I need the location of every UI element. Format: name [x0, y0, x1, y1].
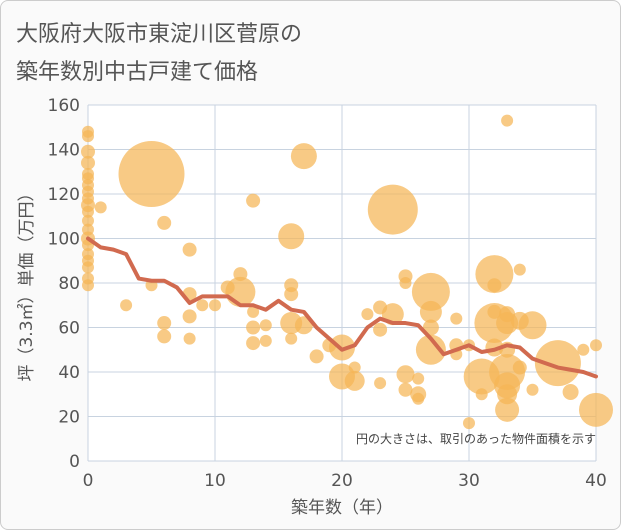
data-bubble [82, 261, 94, 274]
average-line-series [86, 236, 598, 379]
data-bubble [294, 316, 313, 335]
data-bubble [94, 201, 107, 214]
data-bubble [209, 299, 221, 312]
data-bubble [81, 144, 95, 159]
data-bubble [246, 193, 261, 208]
data-bubble [182, 242, 197, 257]
data-bubble [534, 340, 581, 387]
x-tick-label: 40 [585, 471, 607, 491]
data-bubble [495, 397, 520, 422]
y-tick-label: 20 [58, 408, 80, 428]
chart-title-line-2: 築年数別中古戸建て価格 [16, 60, 259, 85]
data-bubble [246, 320, 261, 335]
data-bubble [82, 214, 94, 227]
y-tick-label: 40 [58, 363, 80, 383]
data-bubble [157, 215, 172, 230]
data-bubble [225, 276, 256, 307]
data-bubble [475, 388, 488, 401]
data-bubble [120, 299, 133, 312]
data-bubble [290, 143, 317, 170]
data-bubble [411, 272, 450, 311]
data-bubble [562, 384, 579, 401]
data-bubble [82, 205, 94, 218]
data-bubble [344, 370, 365, 391]
data-bubble [157, 316, 172, 331]
data-bubble [501, 114, 514, 127]
data-bubble [512, 360, 527, 375]
data-bubble [183, 332, 196, 345]
data-bubble [415, 334, 446, 365]
data-bubble [259, 334, 272, 347]
y-axis-label: 坪（3.3㎡）単価（万円） [17, 184, 37, 381]
data-bubble [590, 339, 602, 352]
data-bubble [373, 322, 388, 337]
data-bubble [284, 287, 299, 302]
data-bubble [396, 365, 415, 384]
y-tick-label: 80 [58, 274, 80, 294]
y-tick-label: 60 [58, 319, 80, 339]
data-bubble [579, 392, 613, 427]
data-bubble [422, 319, 439, 336]
data-bubble [450, 312, 463, 325]
data-bubble [361, 308, 374, 321]
data-bubble [513, 263, 526, 276]
data-bubble [259, 319, 272, 332]
data-bubble [463, 417, 475, 430]
x-tick-label: 20 [331, 471, 353, 491]
data-bubble [82, 130, 94, 143]
tick-labels: 0 10 20 30 40 0 20 40 60 80 100 120 140 160 [48, 96, 607, 491]
data-bubble [577, 343, 590, 356]
data-bubble [157, 329, 172, 344]
data-bubble [526, 383, 539, 396]
data-bubble [412, 392, 425, 405]
data-bubble [82, 279, 94, 292]
bubble-size-note: 円の大きさは、取引のあった物件面積を示す [356, 431, 596, 446]
data-bubble [419, 300, 442, 323]
x-tick-label: 0 [83, 471, 94, 491]
data-bubble [475, 255, 514, 294]
average-price-line [86, 236, 598, 379]
data-bubble [398, 382, 413, 397]
data-bubble [487, 278, 502, 293]
data-bubble [196, 299, 209, 312]
data-bubble [246, 336, 261, 351]
x-tick-label: 10 [204, 471, 226, 491]
data-bubble [278, 223, 305, 250]
y-tick-label: 140 [48, 141, 80, 161]
x-tick-label: 30 [458, 471, 480, 491]
data-bubble [374, 377, 387, 390]
data-bubble [348, 361, 361, 374]
y-tick-label: 100 [48, 230, 80, 250]
data-bubble [518, 311, 547, 340]
data-bubble [412, 372, 425, 385]
y-tick-label: 120 [48, 185, 80, 205]
data-bubble [367, 184, 418, 235]
data-bubble [247, 305, 260, 318]
x-axis-label: 築年数（年） [291, 498, 393, 518]
chart-title-line-1: 大阪府大阪市東淀川区菅原の [16, 22, 303, 47]
data-bubble [399, 277, 412, 289]
data-bubble [81, 155, 95, 170]
bubble-series [81, 114, 613, 430]
data-bubble [118, 140, 185, 207]
data-bubble [182, 309, 197, 324]
y-tick-label: 160 [48, 96, 80, 116]
data-bubble [309, 349, 324, 364]
y-tick-label: 0 [69, 452, 80, 472]
data-bubble [285, 332, 298, 345]
